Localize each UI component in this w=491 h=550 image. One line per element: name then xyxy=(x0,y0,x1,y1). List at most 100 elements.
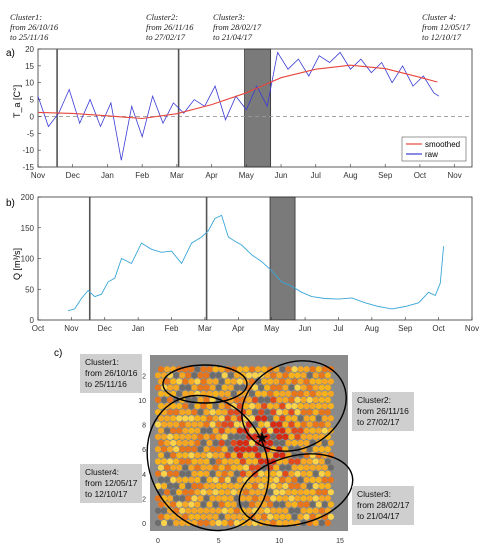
heatmap-cell xyxy=(221,372,228,379)
heatmap-cell xyxy=(261,513,268,520)
heatmap-cell xyxy=(176,464,183,471)
heatmap-cell xyxy=(236,378,243,385)
heatmap-cell xyxy=(182,390,189,397)
heatmap-cell xyxy=(230,489,237,496)
heatmap-cell xyxy=(297,390,304,397)
heatmap-cell xyxy=(227,372,234,379)
heatmap-cell xyxy=(233,372,240,379)
heatmap-cell xyxy=(294,495,301,502)
heatmap-cell xyxy=(291,476,298,483)
heatmap-cell xyxy=(191,507,198,514)
heatmap-cell xyxy=(309,403,316,410)
heatmap-cell xyxy=(258,446,265,453)
heatmap-cell xyxy=(267,501,274,508)
heatmap-cell xyxy=(279,415,286,422)
heatmap-cell xyxy=(306,495,313,502)
heatmap-cell xyxy=(279,464,286,471)
heatmap-cell xyxy=(209,458,216,465)
cluster4-box-range: from 12/05/17 xyxy=(85,478,138,488)
heatmap-cell xyxy=(291,513,298,520)
heatmap-cell xyxy=(176,501,183,508)
heatmap-cell xyxy=(321,501,328,508)
heatmap-cell xyxy=(303,501,310,508)
panel-b-xtick-label: Nov xyxy=(465,324,479,333)
heatmap-cell xyxy=(154,495,162,502)
legend: smoothed raw xyxy=(401,136,467,162)
series-raw-line xyxy=(37,51,440,161)
heatmap-cell xyxy=(194,439,201,447)
heatmap-cell xyxy=(273,513,280,520)
heatmap-cell xyxy=(157,427,165,434)
heatmap-cell xyxy=(215,519,222,527)
heatmap-cell xyxy=(164,366,171,373)
heatmap-cell xyxy=(157,476,165,483)
heatmap-cell xyxy=(282,519,289,527)
heatmap-cell xyxy=(270,519,277,527)
heatmap-cell xyxy=(252,384,259,391)
heatmap-cell xyxy=(270,396,277,403)
heatmap-cell xyxy=(206,439,213,447)
cluster4-box-to: to 12/10/17 xyxy=(85,489,128,499)
heatmap-cell xyxy=(154,446,162,453)
heatmap-cell xyxy=(224,513,231,520)
heatmap-cell xyxy=(164,427,171,434)
heatmap-cell xyxy=(203,372,210,379)
heatmap-cell xyxy=(258,421,265,428)
heatmap-cell xyxy=(267,513,274,520)
heatmap-cell xyxy=(233,470,240,477)
heatmap-cell xyxy=(245,409,253,416)
heatmap-cell xyxy=(154,458,162,465)
cluster-boundaries xyxy=(146,360,354,532)
heatmap-cell xyxy=(203,470,210,477)
heatmap-cell xyxy=(312,495,319,502)
heatmap-cell xyxy=(212,403,219,410)
heatmap-cell xyxy=(279,452,286,459)
heatmap-cell xyxy=(161,446,168,453)
heatmap-cell xyxy=(185,483,192,490)
heatmap-cell xyxy=(236,366,243,373)
heatmap-cell xyxy=(327,378,334,385)
heatmap-cell xyxy=(164,378,171,385)
cluster3-header-to: to 21/04/17 xyxy=(213,32,252,42)
heatmap-cell xyxy=(324,409,331,416)
heatmap-cell xyxy=(306,372,313,379)
cluster2-header-to: to 27/02/17 xyxy=(146,32,185,42)
heatmap-cell xyxy=(306,409,313,416)
heatmap-cell xyxy=(200,415,207,422)
heatmap-cell xyxy=(197,458,204,465)
star-marker-icon: ★ xyxy=(255,430,269,447)
panel-b-xtick-label: Jul xyxy=(333,324,343,333)
heatmap-cell xyxy=(194,366,201,373)
heatmap-cell xyxy=(248,415,256,422)
heatmap-cell xyxy=(309,501,316,508)
heatmap-cell xyxy=(188,439,195,447)
panel-b-xtick-label: Nov xyxy=(64,324,78,333)
heatmap-cell xyxy=(309,378,316,385)
heatmap-cell xyxy=(200,403,207,410)
cluster3-box: Cluster3: from 28/02/17 to 21/04/17 xyxy=(352,486,415,525)
heatmap-cell xyxy=(285,403,292,410)
heatmap-cell xyxy=(185,458,192,465)
heatmap-cell xyxy=(297,489,304,496)
heatmap-cell xyxy=(218,415,225,422)
heatmap-cell xyxy=(170,378,177,385)
heatmap-cell xyxy=(279,439,286,447)
legend-raw-label: raw xyxy=(425,150,438,159)
heatmap-cell xyxy=(324,495,331,502)
heatmap-cell xyxy=(303,489,310,496)
heatmap-cell xyxy=(300,372,307,379)
heatmap-cell xyxy=(270,433,277,440)
heatmap-cell xyxy=(294,433,301,440)
heatmap-cell xyxy=(203,396,210,403)
heatmap-cell xyxy=(270,507,277,514)
heatmap-cell xyxy=(215,372,222,379)
heatmap-cell xyxy=(297,415,304,422)
heatmap-cell xyxy=(170,489,177,496)
heatmap-cell xyxy=(276,507,283,514)
heatmap-cell xyxy=(306,470,313,477)
heatmap-cell xyxy=(267,378,274,385)
heatmap-cell xyxy=(297,378,304,385)
heatmap-cell xyxy=(212,501,219,508)
heatmap-cell xyxy=(221,421,228,428)
heatmap-cell xyxy=(255,366,262,373)
